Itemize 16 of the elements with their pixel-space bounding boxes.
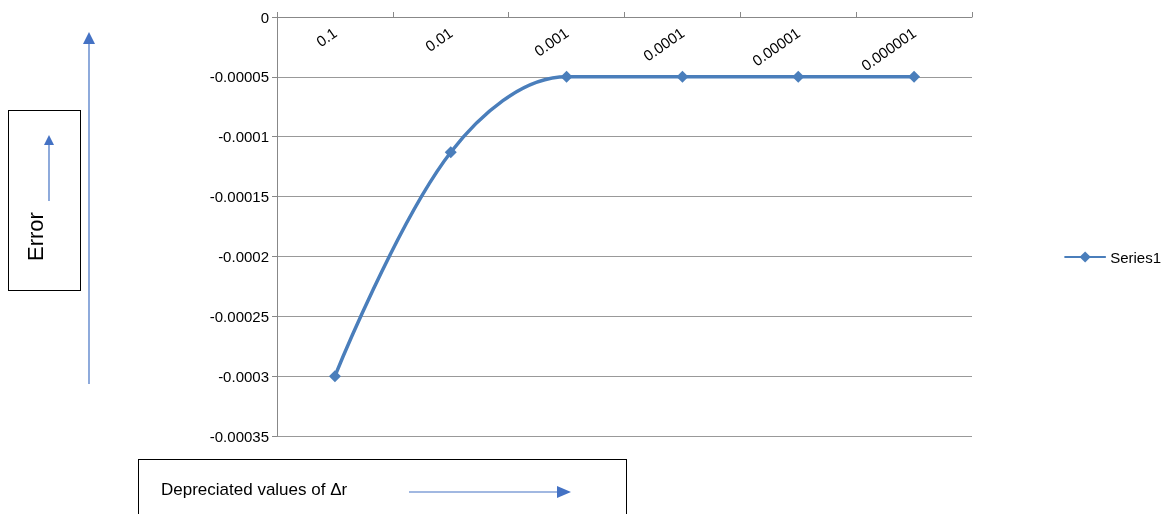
x-tick-label: 0.01 [421,24,456,55]
x-axis-title: Depreciated values of Δr [161,480,348,500]
x-tick-label: 0.1 [312,24,340,50]
point [908,70,921,83]
y-tick-label: -0.0001 [218,128,269,146]
y-tick-label: 0 [260,8,269,26]
y-tick-label: -0.00015 [209,188,269,206]
y-tick-label: -0.00035 [209,427,269,445]
y-tick-label: -0.00025 [209,307,269,325]
y-tick-label: -0.0002 [218,247,269,265]
y-tick-label: -0.00005 [209,68,269,86]
point [328,370,341,383]
point [444,146,457,159]
legend-label: Series1 [1110,248,1161,266]
y-tick-label: -0.0003 [218,367,269,385]
text: Error [23,212,49,261]
